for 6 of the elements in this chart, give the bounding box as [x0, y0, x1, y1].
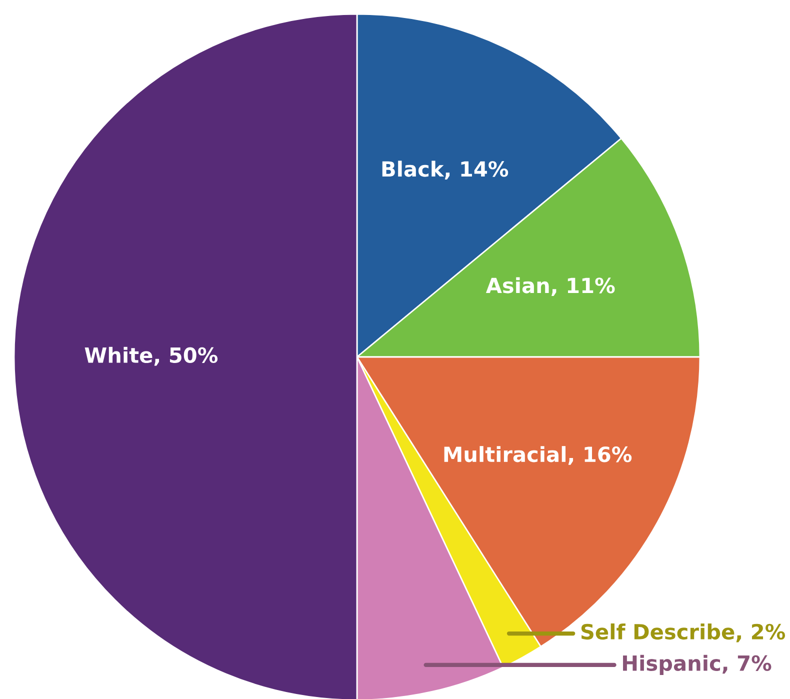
slice-label: Black, 14%	[382, 160, 508, 180]
slice-label: White, 50%	[84, 346, 218, 366]
slice-label: Hispanic, 7%	[623, 654, 772, 676]
slice-label: Multiracial, 16%	[444, 446, 632, 465]
slice-label: Self Describe, 2%	[581, 623, 786, 642]
slice-label: Asian, 11%	[486, 277, 615, 296]
